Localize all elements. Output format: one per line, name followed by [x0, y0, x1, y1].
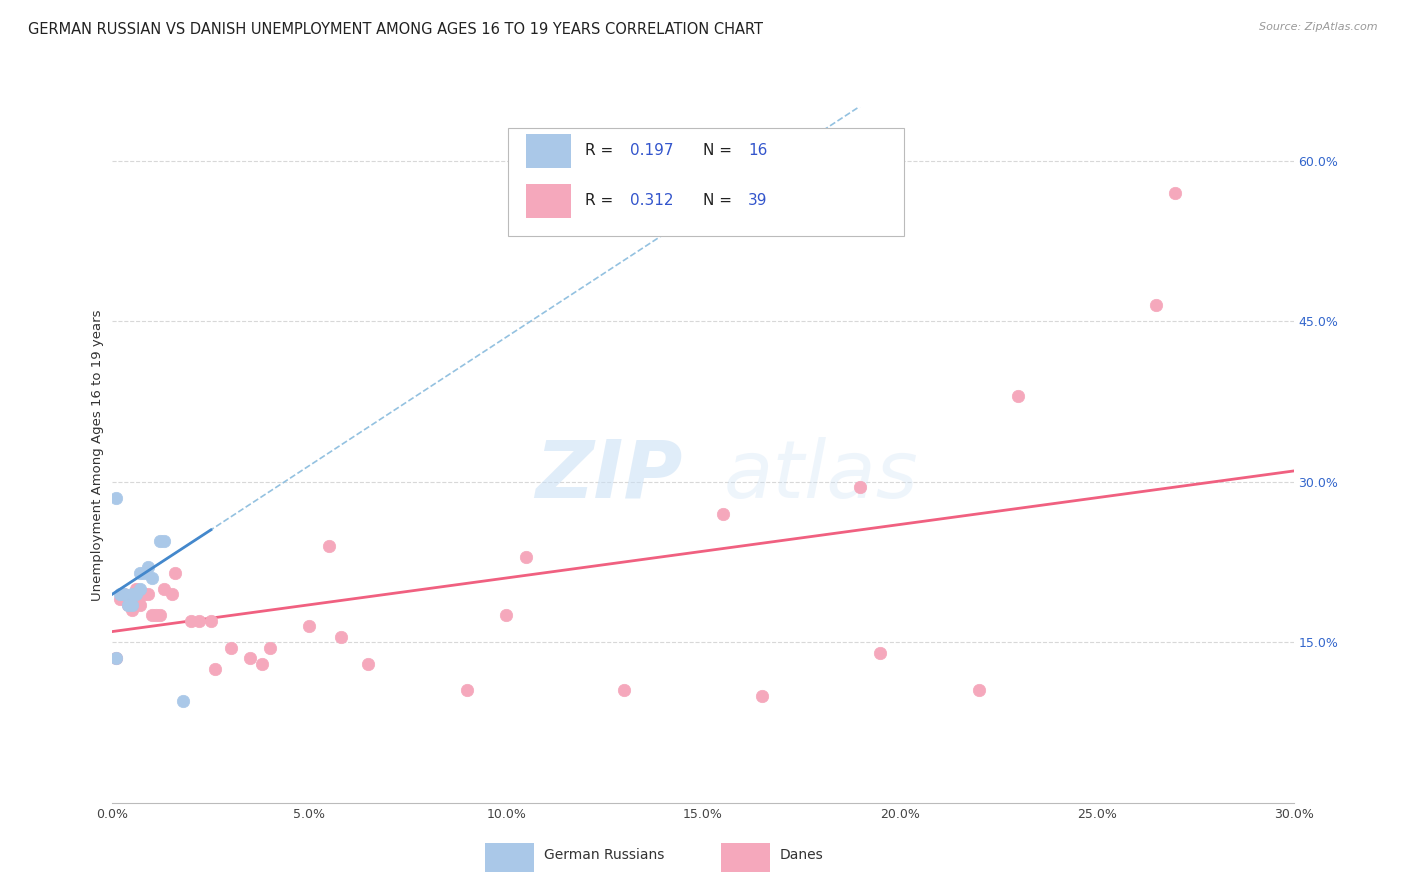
Point [204, 662, 226, 676]
Point [495, 608, 517, 623]
Point [165, 566, 187, 580]
Point [1007, 389, 1029, 403]
Point [1144, 298, 1167, 312]
Text: ZIP: ZIP [534, 437, 682, 515]
Point [129, 566, 152, 580]
Point [110, 592, 132, 607]
Point [117, 598, 139, 612]
Point [141, 608, 163, 623]
Y-axis label: Unemployment Among Ages 16 to 19 years: Unemployment Among Ages 16 to 19 years [91, 310, 104, 600]
Point [172, 694, 194, 708]
Text: N =: N = [703, 194, 737, 209]
Bar [721, 843, 770, 872]
Point [129, 598, 152, 612]
Point [869, 646, 891, 660]
Text: Source: ZipAtlas.com: Source: ZipAtlas.com [1260, 22, 1378, 32]
Point [160, 587, 183, 601]
Point [250, 657, 273, 671]
Point [456, 683, 478, 698]
Point [357, 657, 380, 671]
Point [149, 533, 172, 548]
Point [117, 598, 139, 612]
Bar [526, 185, 571, 218]
Point [200, 614, 222, 628]
Point [152, 533, 174, 548]
Text: 16: 16 [748, 144, 768, 159]
Point [110, 587, 132, 601]
Point [105, 651, 128, 665]
Point [112, 587, 135, 601]
Text: German Russians: German Russians [544, 848, 664, 862]
Point [152, 582, 174, 596]
Text: N =: N = [703, 144, 737, 159]
Point [711, 507, 734, 521]
Point [125, 582, 148, 596]
Point [298, 619, 321, 633]
Point [967, 683, 990, 698]
Point [105, 491, 128, 505]
Point [259, 640, 281, 655]
Point [136, 560, 159, 574]
FancyBboxPatch shape [508, 128, 904, 235]
Bar [526, 134, 571, 168]
Text: atlas: atlas [724, 437, 918, 515]
Point [329, 630, 352, 644]
Point [121, 603, 143, 617]
Point [121, 598, 143, 612]
Point [112, 587, 135, 601]
Text: R =: R = [585, 194, 619, 209]
Text: GERMAN RUSSIAN VS DANISH UNEMPLOYMENT AMONG AGES 16 TO 19 YEARS CORRELATION CHAR: GERMAN RUSSIAN VS DANISH UNEMPLOYMENT AM… [28, 22, 763, 37]
Point [849, 480, 872, 494]
Text: Danes: Danes [780, 848, 824, 862]
Point [132, 566, 155, 580]
Point [132, 587, 155, 601]
Point [751, 689, 773, 703]
Text: R =: R = [585, 144, 619, 159]
Point [180, 614, 202, 628]
Point [515, 549, 537, 564]
Text: 0.197: 0.197 [630, 144, 673, 159]
Point [121, 587, 143, 601]
Point [613, 683, 636, 698]
Bar [485, 843, 534, 872]
Point [141, 571, 163, 585]
Text: 39: 39 [748, 194, 768, 209]
Point [149, 608, 172, 623]
Point [239, 651, 262, 665]
Text: 0.312: 0.312 [630, 194, 673, 209]
Point [145, 608, 167, 623]
Point [318, 539, 340, 553]
Point [129, 582, 152, 596]
Point [136, 587, 159, 601]
Point [219, 640, 242, 655]
Point [105, 651, 128, 665]
Point [1164, 186, 1187, 200]
Point [125, 587, 148, 601]
Point [188, 614, 211, 628]
